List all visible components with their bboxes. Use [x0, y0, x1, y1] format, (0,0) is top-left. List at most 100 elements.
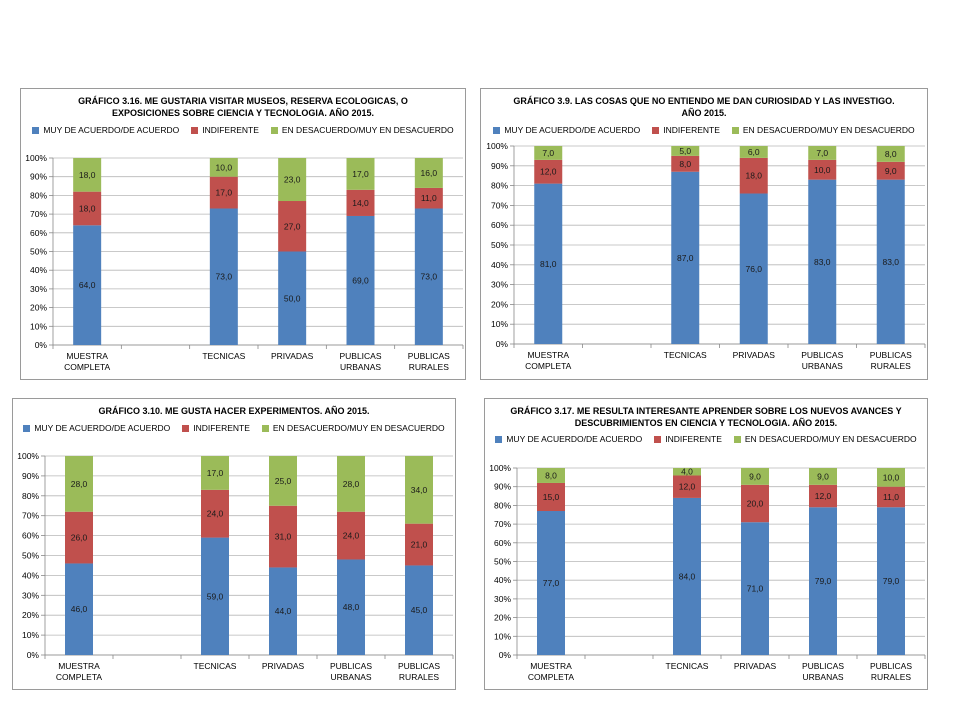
- bar-segment-agree: [673, 497, 701, 655]
- x-tick-label: MUESTRA COMPLETA: [525, 350, 571, 371]
- legend-label-disagree: EN DESACUERDO/MUY EN DESACUERDO: [272, 423, 445, 433]
- bar-segment-agree: [405, 565, 433, 655]
- y-tick-label: 10%: [22, 630, 39, 640]
- legend-label-indifferent: INDIFERENTE: [202, 125, 259, 135]
- bar-segment-agree: [877, 507, 905, 655]
- legend-label-agree: MUY DE ACUERDO/DE ACUERDO: [43, 125, 180, 135]
- y-tick-label: 80%: [22, 491, 39, 501]
- data-label-indifferent: 11,0: [883, 492, 899, 502]
- x-tick-label: PRIVADAS: [733, 350, 776, 360]
- bar-segment-indifferent: [877, 486, 905, 508]
- chart-title: GRÁFICO 3.10. ME GUSTA HACER EXPERIMENTO…: [98, 406, 370, 416]
- data-label-agree: 64,0: [79, 280, 96, 290]
- y-tick-label: 0%: [499, 650, 512, 660]
- x-tick-label: TECNICAS: [664, 350, 707, 360]
- y-tick-label: 60%: [491, 220, 508, 230]
- bar-segment-indifferent: [739, 157, 768, 194]
- data-label-indifferent: 14,0: [352, 198, 369, 208]
- x-tick-label: PUBLICAS URBANAS: [330, 661, 372, 682]
- data-label-agree: 71,0: [747, 584, 764, 594]
- bar-segment-agree: [269, 567, 297, 655]
- data-label-disagree: 17,0: [207, 468, 224, 478]
- y-tick-label: 50%: [22, 551, 39, 561]
- y-tick-label: 30%: [494, 594, 511, 604]
- y-tick-label: 0%: [27, 650, 40, 660]
- bar-segment-disagree: [808, 146, 837, 160]
- bar-segment-agree: [65, 563, 93, 655]
- x-tick-label: PUBLICAS RURALES: [870, 350, 912, 371]
- y-tick-label: 80%: [30, 190, 47, 200]
- data-label-indifferent: 26,0: [71, 533, 88, 543]
- legend-item-agree: MUY DE ACUERDO/DE ACUERDO: [32, 125, 179, 135]
- x-tick-label: TECNICAS: [666, 661, 709, 671]
- bar-segment-indifferent: [209, 176, 238, 209]
- x-tick-label: PUBLICAS URBANAS: [802, 661, 844, 682]
- bar-segment-disagree: [201, 456, 229, 490]
- data-label-agree: 46,0: [71, 604, 88, 614]
- bar-segment-agree: [534, 183, 563, 344]
- data-label-indifferent: 12,0: [679, 482, 696, 492]
- data-label-indifferent: 24,0: [343, 531, 360, 541]
- y-tick-label: 80%: [491, 181, 508, 191]
- bar-segment-disagree: [809, 468, 837, 485]
- data-label-agree: 48,0: [343, 602, 360, 612]
- data-label-agree: 81,0: [540, 259, 557, 269]
- data-label-indifferent: 9,0: [885, 166, 897, 176]
- data-label-indifferent: 31,0: [275, 532, 292, 542]
- y-tick-label: 100%: [17, 451, 39, 461]
- bar-segment-indifferent: [414, 187, 443, 209]
- bar-segment-disagree: [741, 468, 769, 485]
- data-label-disagree: 28,0: [343, 479, 360, 489]
- data-label-agree: 84,0: [679, 571, 696, 581]
- y-tick-label: 10%: [491, 319, 508, 329]
- legend-label-indifferent: INDIFERENTE: [193, 423, 250, 433]
- legend-label-disagree: EN DESACUERDO/MUY EN DESACUERDO: [281, 125, 454, 135]
- data-label-indifferent: 18,0: [745, 171, 762, 181]
- data-label-disagree: 7,0: [542, 148, 554, 158]
- x-tick-label: PUBLICAS RURALES: [398, 661, 440, 682]
- bar-segment-agree: [209, 208, 238, 345]
- legend-label-indifferent: INDIFERENTE: [663, 125, 720, 135]
- x-tick-label: PUBLICAS RURALES: [870, 661, 912, 682]
- data-label-agree: 59,0: [207, 591, 224, 601]
- bar-segment-disagree: [671, 146, 700, 156]
- bar-segment-disagree: [673, 468, 701, 476]
- data-label-disagree: 8,0: [545, 470, 557, 480]
- data-label-indifferent: 10,0: [814, 165, 831, 175]
- data-label-indifferent: 21,0: [411, 540, 428, 550]
- stacked-bar-chart: 0% 10% 20% 30% 40% 50% 60% 70% 80% 90% 100% MUESTRA…: [25, 153, 464, 372]
- bar-segment-disagree: [337, 456, 365, 512]
- bar-segment-agree: [808, 179, 837, 344]
- legend-label-disagree: EN DESACUERDO/MUY EN DESACUERDO: [742, 125, 915, 135]
- data-label-indifferent: 15,0: [543, 492, 560, 502]
- x-tick-label: TECNICAS: [194, 661, 237, 671]
- data-label-disagree: 10,0: [216, 162, 233, 172]
- bar-segment-disagree: [739, 146, 768, 158]
- data-label-indifferent: 12,0: [540, 167, 557, 177]
- data-label-indifferent: 17,0: [216, 188, 233, 198]
- bar-segment-disagree: [534, 146, 563, 160]
- bar-segment-disagree: [209, 158, 238, 177]
- data-label-disagree: 9,0: [749, 471, 761, 481]
- bar-segment-indifferent: [405, 523, 433, 566]
- y-tick-label: 40%: [30, 265, 47, 275]
- data-label-disagree: 18,0: [79, 170, 96, 180]
- bar-segment-disagree: [414, 158, 443, 188]
- legend-item-indifferent: INDIFERENTE: [652, 125, 720, 135]
- y-tick-label: 90%: [491, 161, 508, 171]
- data-label-agree: 79,0: [883, 576, 900, 586]
- chart-title: GRÁFICO 3.16. ME GUSTARIA VISITAR MUSEOS…: [78, 96, 408, 118]
- legend-item-indifferent: INDIFERENTE: [182, 423, 250, 433]
- legend-label-indifferent: INDIFERENTE: [665, 434, 722, 444]
- legend-label-agree: MUY DE ACUERDO/DE ACUERDO: [34, 423, 171, 433]
- bar-segment-disagree: [73, 158, 102, 192]
- bar-segment-agree: [809, 507, 837, 655]
- y-tick-label: 70%: [22, 511, 39, 521]
- y-tick-label: 20%: [30, 303, 47, 313]
- legend-item-disagree: EN DESACUERDO/MUY EN DESACUERDO: [731, 125, 915, 135]
- bar-segment-agree: [414, 208, 443, 345]
- data-label-agree: 45,0: [411, 605, 428, 615]
- data-label-agree: 79,0: [815, 576, 832, 586]
- bar-segment-indifferent: [537, 482, 565, 512]
- bar-segment-indifferent: [673, 475, 701, 498]
